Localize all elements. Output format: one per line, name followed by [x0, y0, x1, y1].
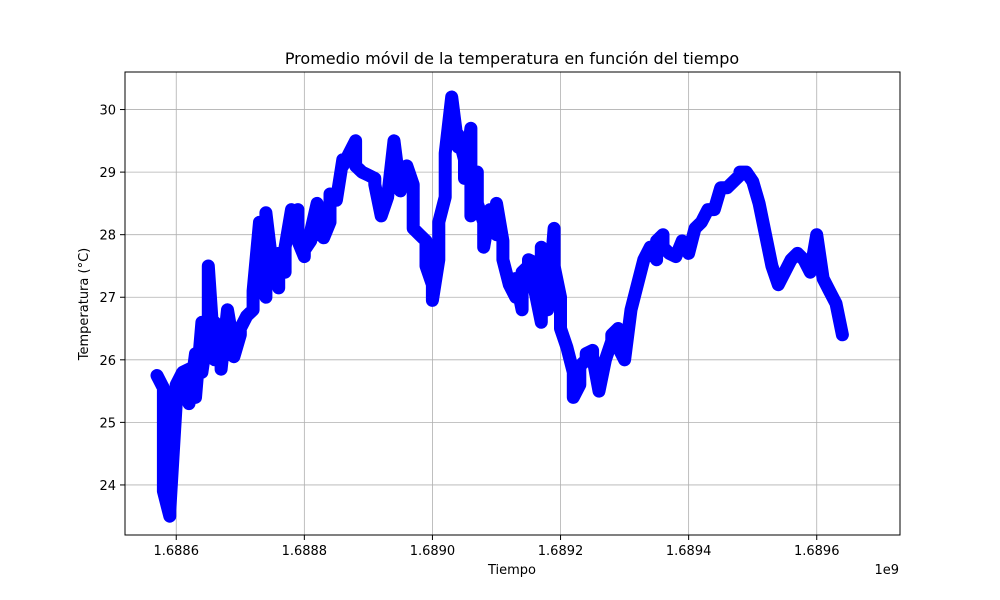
x-tick-label: 1.6892: [538, 544, 584, 559]
x-tick-label: 1.6894: [666, 544, 712, 559]
x-offset-label: 1e9: [874, 563, 899, 578]
y-tick-label: 30: [99, 104, 116, 119]
y-tick-label: 26: [99, 354, 116, 369]
x-tick-label: 1.6896: [794, 544, 840, 559]
x-tick-label: 1.6888: [282, 544, 328, 559]
plot-frame: [124, 71, 901, 536]
x-axis: 1.6886 1.6888 1.6890 1.6892 1.6894 1.6896: [153, 535, 839, 559]
y-tick-label: 29: [99, 166, 116, 181]
y-tick-label: 28: [99, 229, 116, 244]
y-tick-label: 25: [99, 416, 116, 431]
series-line: [150, 90, 849, 523]
y-axis-label: Temperatura (°C): [77, 248, 92, 361]
x-axis-label: Tiempo: [487, 563, 536, 578]
x-tick-label: 1.6886: [153, 544, 199, 559]
y-axis: 24 25 26 27 28 29 30: [99, 104, 125, 494]
y-tick-label: 24: [99, 479, 116, 494]
y-tick-label: 27: [99, 291, 116, 306]
x-tick-label: 1.6890: [410, 544, 456, 559]
series-layer: [150, 90, 849, 523]
chart-title: Promedio móvil de la temperatura en func…: [285, 49, 739, 68]
